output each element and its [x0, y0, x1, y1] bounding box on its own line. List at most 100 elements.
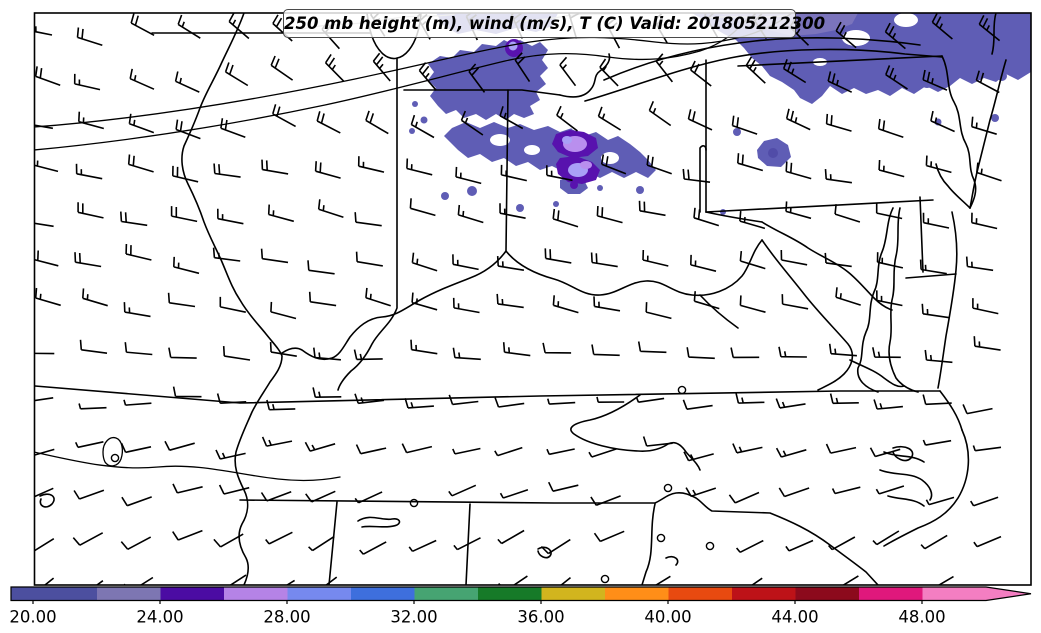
shaded-blob	[524, 145, 540, 155]
wind-barb	[689, 60, 712, 87]
wind-barb	[646, 155, 672, 175]
wind-barb	[682, 399, 713, 410]
wind-barb	[920, 534, 948, 550]
wind-barb	[406, 158, 433, 176]
wind-barb	[34, 26, 53, 36]
wind-barb	[922, 212, 950, 229]
shaded-dot	[441, 192, 449, 200]
wind-barb	[34, 222, 54, 228]
shaded-dot	[597, 185, 603, 191]
wind-barb	[971, 116, 997, 135]
wind-barb	[79, 339, 108, 354]
wind-barb	[877, 118, 904, 139]
wind-barb	[216, 393, 247, 404]
height-contours	[34, 13, 793, 482]
shaded-dot	[991, 114, 999, 122]
calm-wind-circle	[656, 533, 666, 543]
wind-barb	[177, 14, 201, 39]
wind-barb	[172, 483, 203, 494]
colorbar-extend-arrow	[986, 587, 1031, 601]
wind-barb	[76, 27, 103, 47]
wind-barb	[921, 303, 949, 319]
wind-barb	[34, 66, 61, 86]
state-boundary	[603, 36, 921, 81]
state-boundary	[699, 145, 707, 213]
wind-barb	[499, 106, 524, 130]
colorbar: 20.00 24.00 28.00 32.00 36.00 40.00 44.00 48.00	[9, 586, 1032, 627]
wind-barb	[120, 442, 152, 454]
wind-barb	[355, 251, 383, 267]
wind-barb	[452, 297, 480, 314]
wind-barb	[499, 203, 526, 219]
state-boundary	[505, 89, 509, 252]
wind-barb	[635, 396, 665, 403]
state-boundary	[887, 495, 925, 507]
wind-barb	[324, 53, 345, 82]
colorbar-segment	[922, 587, 986, 601]
state-boundary	[281, 239, 763, 361]
wind-barb	[496, 256, 525, 271]
wind-barb	[125, 243, 152, 261]
wind-barb	[457, 204, 484, 224]
wind-barb	[745, 56, 766, 84]
wind-barb	[74, 441, 104, 449]
wind-barb	[411, 292, 438, 311]
wind-barb	[831, 486, 861, 495]
state-boundary	[181, 13, 283, 585]
wind-barb	[401, 443, 433, 454]
colorbar-tick-label: 24.00	[136, 608, 183, 627]
wind-barb	[452, 254, 479, 271]
wind-barb	[824, 169, 853, 184]
wind-barb	[686, 347, 715, 360]
wind-barb	[448, 394, 479, 406]
wind-barb	[372, 52, 391, 82]
wind-barb	[123, 302, 151, 318]
wind-barb	[597, 106, 622, 131]
calm-wind-circle	[110, 453, 120, 463]
shaded-blob	[490, 134, 510, 146]
state-boundary	[991, 13, 997, 55]
wind-barb	[682, 168, 711, 183]
wind-barb	[962, 404, 993, 415]
colorbar-tick-label: 48.00	[898, 608, 945, 627]
wind-barb	[978, 15, 1001, 42]
wind-barb	[872, 530, 900, 546]
wind-barb	[502, 342, 531, 357]
wind-barb	[411, 252, 438, 272]
state-boundary	[641, 503, 656, 585]
wind-barb	[739, 211, 766, 230]
wind-barb	[212, 247, 241, 262]
wind-barb	[272, 104, 296, 128]
wind-barb	[34, 397, 54, 402]
wind-barb	[835, 287, 861, 306]
wind-barb	[778, 346, 807, 358]
wind-barb	[217, 208, 244, 225]
wind-barb	[218, 484, 250, 495]
state-boundary	[856, 207, 894, 393]
wind-barb	[410, 339, 438, 355]
wind-barb	[34, 448, 55, 456]
wind-barb	[270, 55, 294, 81]
wind-barb	[638, 200, 666, 217]
wind-barb	[878, 159, 905, 178]
calm-wind-circle	[705, 541, 715, 551]
wind-barb	[128, 113, 155, 134]
wind-barb	[75, 163, 103, 180]
wind-barb	[732, 443, 763, 454]
colorbar-segment	[160, 587, 224, 601]
state-boundary	[888, 207, 919, 393]
wind-barb	[834, 204, 861, 223]
wind-barb	[593, 296, 621, 312]
wind-barb	[685, 487, 717, 498]
wind-barb	[690, 254, 717, 272]
wind-barb	[74, 252, 102, 268]
wind-barb	[588, 448, 617, 458]
colorbar-tick-label: 32.00	[390, 608, 437, 627]
wind-barb	[313, 347, 341, 361]
wind-barb	[269, 342, 297, 357]
wind-barb	[408, 539, 437, 553]
wind-barb	[735, 393, 765, 404]
shaded-dot	[508, 41, 518, 51]
shaded-dot	[409, 128, 415, 134]
wind-barb	[307, 260, 335, 275]
